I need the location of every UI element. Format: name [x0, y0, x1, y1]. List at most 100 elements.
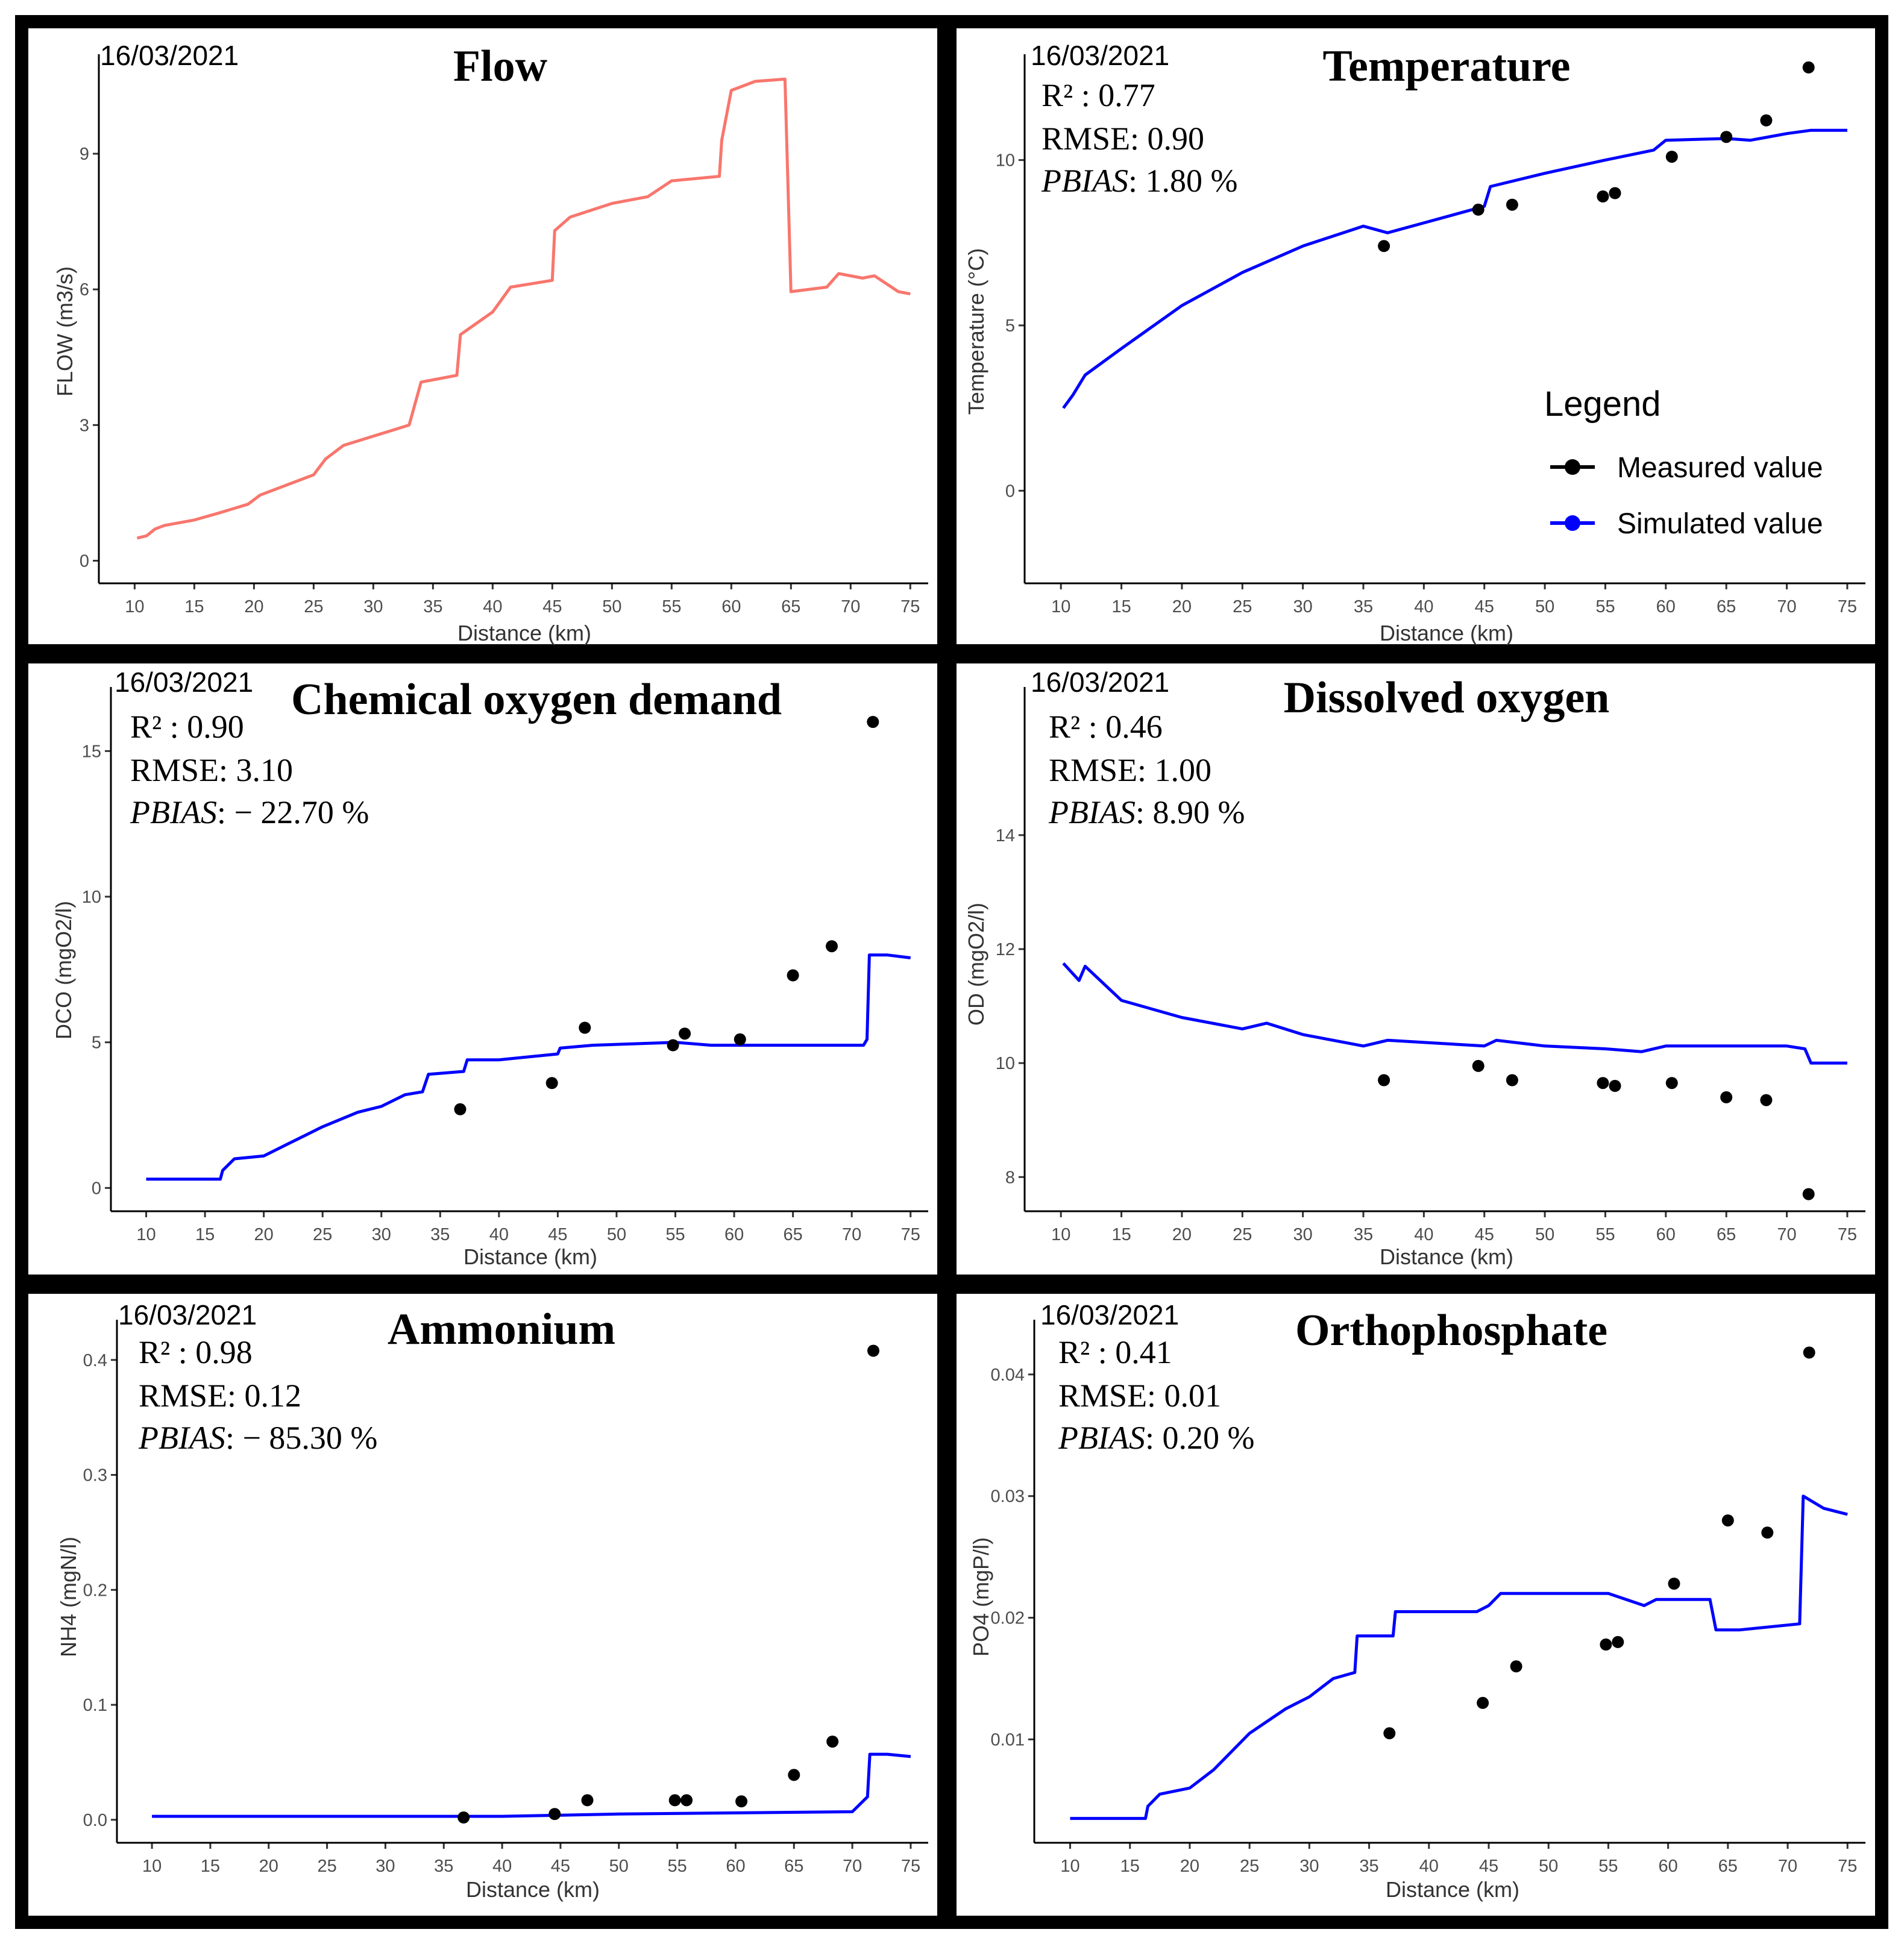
x-tick-label: 65 — [783, 1225, 802, 1244]
simulated-series — [1062, 962, 1847, 1065]
measured-point — [1506, 198, 1518, 211]
x-tick-label: 40 — [483, 597, 502, 616]
measured-point — [867, 716, 879, 728]
x-tick-label: 35 — [1359, 1857, 1378, 1876]
measured-point — [734, 1033, 746, 1046]
measured-point — [548, 1808, 561, 1820]
measured-point — [788, 1769, 800, 1781]
measured-point — [1802, 1188, 1815, 1200]
pbias-stat: PBIAS: 8.90 % — [1048, 794, 1245, 830]
x-tick-label: 10 — [1051, 1225, 1070, 1244]
y-tick-label: 5 — [92, 1033, 101, 1053]
axes — [1023, 687, 1865, 1212]
simulated-series — [146, 953, 911, 1181]
x-tick-label: 20 — [1172, 597, 1192, 616]
date-label: 16/03/2021 — [1031, 666, 1169, 698]
date-label: 16/03/2021 — [1031, 40, 1169, 71]
x-tick-label: 25 — [1233, 1225, 1252, 1244]
measured-series — [454, 716, 879, 1115]
x-tick-label: 10 — [1051, 597, 1070, 616]
x-tick-label: 70 — [841, 597, 860, 616]
measured-point — [1378, 1074, 1390, 1087]
legend-measured-label: Measured value — [1617, 452, 1823, 484]
x-tick-label: 40 — [1414, 1225, 1433, 1244]
x-tick-label: 60 — [1656, 597, 1676, 616]
x-tick-label: 75 — [901, 1857, 920, 1876]
measured-point — [680, 1794, 693, 1807]
flow-series — [136, 77, 911, 540]
x-tick-label: 45 — [1479, 1857, 1498, 1876]
x-tick-label: 20 — [259, 1857, 278, 1876]
y-axis-label: FLOW (m3/s) — [52, 266, 77, 397]
x-tick-label: 15 — [1120, 1857, 1140, 1876]
x-tick-label: 30 — [1293, 1225, 1313, 1244]
simulated-line — [152, 1752, 911, 1818]
x-tick-label: 10 — [136, 1225, 156, 1244]
simulated-line — [1062, 128, 1847, 409]
x-tick-label: 15 — [195, 1225, 215, 1244]
y-tick-label: 10 — [996, 151, 1015, 171]
pbias-stat: PBIAS: 1.80 % — [1041, 163, 1237, 199]
simulated-line — [1070, 1494, 1848, 1820]
measured-point — [581, 1794, 594, 1807]
legend-simulated-label: Simulated value — [1617, 508, 1823, 540]
x-tick-label: 45 — [1475, 1225, 1494, 1244]
y-tick-label: 0.03 — [991, 1487, 1025, 1507]
date-label: 16/03/2021 — [118, 1299, 257, 1331]
rmse-stat: RMSE: 3.10 — [130, 752, 293, 788]
x-tick-label: 60 — [724, 1225, 744, 1244]
x-tick-label: 50 — [609, 1857, 629, 1876]
chart-title: Ammonium — [388, 1305, 615, 1354]
y-tick-label: 0 — [1005, 481, 1015, 501]
measured-point — [787, 969, 799, 982]
y-tick-label: 0.0 — [83, 1811, 107, 1830]
x-tick-label: 20 — [1172, 1225, 1192, 1244]
y-tick-label: 8 — [1005, 1168, 1015, 1187]
y-axis-label: PO4 (mgP/l) — [969, 1537, 993, 1657]
x-tick-label: 35 — [423, 597, 442, 616]
measured-point — [679, 1027, 691, 1040]
y-tick-label: 0.1 — [83, 1696, 107, 1715]
measured-point — [457, 1811, 470, 1823]
y-axis-label: OD (mgO2/l) — [964, 903, 988, 1026]
rmse-stat: RMSE: 0.12 — [139, 1378, 301, 1414]
x-tick-label: 55 — [667, 1857, 687, 1876]
x-tick-labels: 10 15 20 25 30 35 40 45 50 55 60 65 70 75 — [1051, 583, 1857, 616]
x-tick-label: 10 — [1060, 1857, 1079, 1876]
r2-stat: R² : 0.77 — [1042, 77, 1155, 113]
x-tick-label: 15 — [184, 597, 204, 616]
axes — [110, 687, 928, 1212]
x-axis-label: Distance (km) — [466, 1877, 600, 1902]
y-tick-label: 0.4 — [83, 1351, 107, 1370]
x-tick-label: 75 — [1838, 597, 1857, 616]
measured-point — [1472, 1059, 1485, 1072]
r2-stat: R² : 0.46 — [1049, 709, 1163, 745]
pbias-stat: PBIAS: − 85.30 % — [138, 1420, 377, 1456]
measured-point — [1760, 1094, 1773, 1106]
measured-point — [668, 1794, 681, 1807]
measured-point — [1600, 1638, 1612, 1651]
x-tick-label: 35 — [1354, 597, 1373, 616]
measured-point — [1665, 151, 1678, 163]
x-tick-label: 35 — [434, 1857, 453, 1876]
measured-point — [1720, 1091, 1733, 1103]
measured-point — [1472, 203, 1485, 216]
x-tick-labels: 10 15 20 25 30 35 40 45 50 55 60 65 70 75 — [125, 583, 920, 616]
x-tick-label: 10 — [125, 597, 144, 616]
y-axis-label: Temperature (°C) — [964, 248, 988, 415]
measured-point — [826, 940, 838, 953]
measured-point — [826, 1736, 839, 1748]
x-tick-label: 75 — [1838, 1225, 1857, 1244]
date-label: 16/03/2021 — [1040, 1299, 1179, 1331]
x-tick-labels: 10 15 20 25 30 35 40 45 50 55 60 65 70 75 — [1051, 1211, 1857, 1244]
x-tick-label: 60 — [726, 1857, 745, 1876]
flow-panel: 16/03/2021 Flow 0 3 6 9 10 15 20 25 30 35 40 45 50 5… — [52, 40, 928, 645]
x-tick-label: 70 — [1777, 597, 1796, 616]
measured-point — [867, 1344, 879, 1357]
r2-stat: R² : 0.41 — [1058, 1334, 1172, 1370]
x-tick-label: 75 — [901, 1225, 920, 1244]
measured-point — [1477, 1696, 1489, 1709]
x-tick-label: 35 — [1354, 1225, 1373, 1244]
y-tick-label: 12 — [996, 940, 1015, 959]
measured-point — [545, 1077, 558, 1090]
